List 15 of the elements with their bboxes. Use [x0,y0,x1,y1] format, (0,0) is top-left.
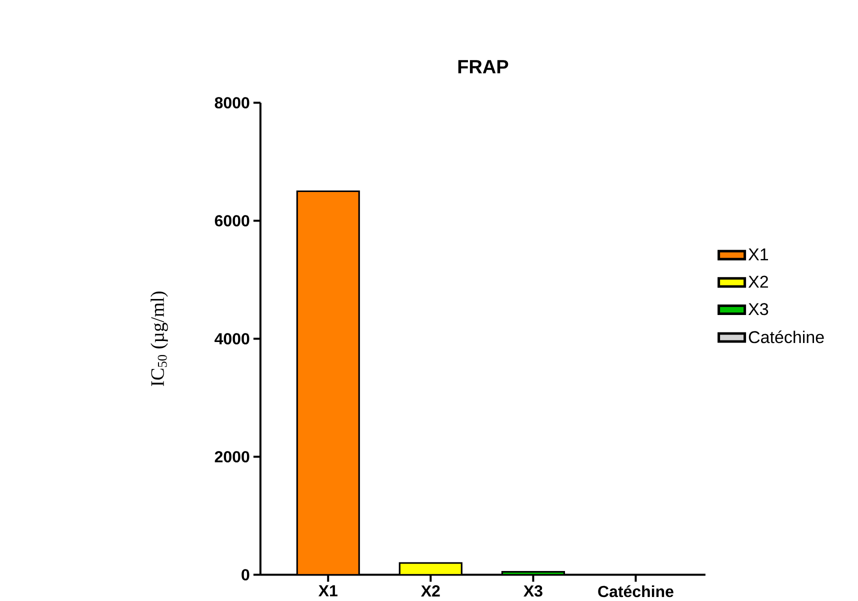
chart-title: FRAP [458,60,508,74]
x-tick-label: X1 [318,586,338,597]
x-tick-label: Catéchine [598,586,674,598]
y-tick-label: 4000 [214,333,250,345]
y-tick-label: 6000 [214,215,250,227]
x-tick-label: X2 [421,586,440,597]
legend-label: Catéchine [748,330,824,344]
legend-label: X3 [748,303,768,316]
legend-label: X1 [748,248,768,260]
y-tick-label: 0 [242,569,250,581]
y-tick-label: 2000 [214,451,250,463]
legend-label: X2 [748,276,768,288]
y-axis-title: IC$_{50}$ (µg/ml) [150,292,168,386]
x-tick-label: X3 [524,586,542,597]
y-tick-label: 8000 [214,97,250,109]
